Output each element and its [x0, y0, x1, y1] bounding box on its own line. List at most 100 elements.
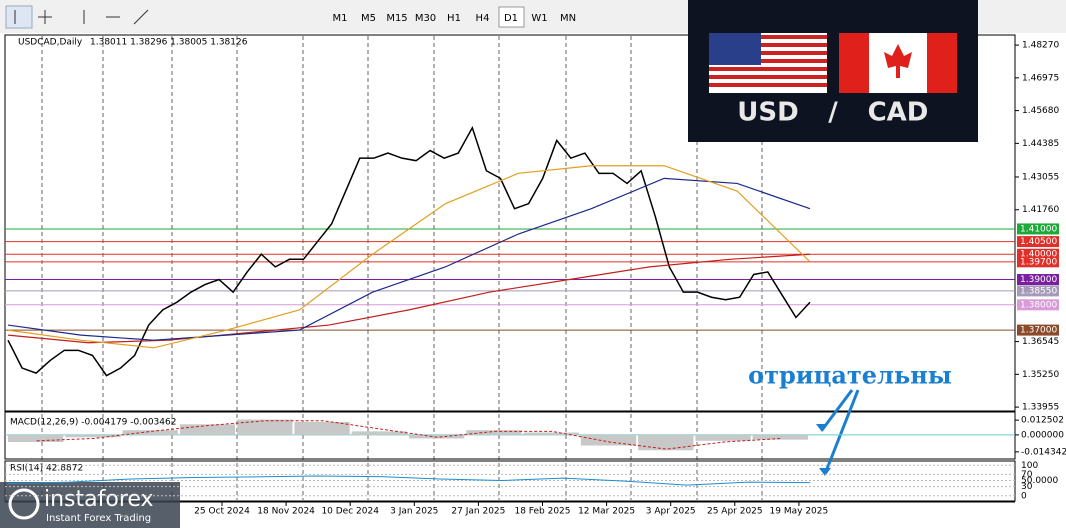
y-tick-label: 1.35250	[1022, 370, 1059, 380]
ca-bar	[927, 33, 957, 93]
macd-bar	[580, 434, 637, 446]
moving-average	[7, 177, 811, 341]
rsi-tick-label: 30	[1021, 482, 1033, 492]
level-label: 1.41000	[1020, 224, 1057, 234]
y-tick-label: 1.43055	[1022, 172, 1059, 182]
level-box	[1017, 223, 1059, 235]
level-box	[1017, 285, 1059, 297]
badge-text: CAD	[868, 98, 929, 128]
rsi-tick-label: 0	[1021, 491, 1027, 501]
level-box	[1017, 274, 1059, 286]
macd-tick-label: 0.000000	[1021, 430, 1064, 440]
timeframe-label: M15	[386, 13, 407, 24]
level-box	[1017, 248, 1059, 260]
annotation-arrows	[820, 389, 860, 475]
macd-bar	[752, 434, 808, 440]
timeframe-label: M30	[415, 13, 436, 24]
timeframe-label: MN	[560, 13, 576, 24]
annotation: отрицательны	[748, 361, 952, 390]
y-tick-label: 1.45680	[1022, 106, 1059, 116]
timeframe-label: M1	[333, 13, 348, 24]
timeframe-button[interactable]	[498, 6, 525, 28]
level-label: 1.38550	[1020, 286, 1057, 296]
timeframe-button[interactable]	[527, 7, 553, 27]
x-tick-label: 27 Jan 2025	[451, 507, 505, 517]
x-tick-label: 25 Oct 2024	[194, 507, 250, 517]
macd-bar	[638, 434, 694, 451]
quote: 1.38011 1.38296 1.38005 1.38126	[90, 38, 248, 48]
chart-title: USDCAD,Daily	[18, 38, 83, 48]
level-label: 1.39000	[1020, 275, 1057, 285]
macd-bar	[179, 424, 236, 435]
timeframe-button[interactable]	[442, 7, 467, 27]
macd-tick-label: 0.012502	[1021, 416, 1064, 426]
macd-bar	[122, 430, 178, 435]
timeframe-label: H1	[447, 13, 461, 24]
timeframe-button[interactable]	[556, 7, 581, 27]
timeframe-label: W1	[531, 13, 547, 24]
macd-bar	[294, 421, 350, 435]
logo: instaforex	[44, 487, 154, 512]
level-label: 1.40000	[1020, 250, 1057, 260]
y-tick-label: 1.46975	[1022, 73, 1059, 83]
level-box	[1017, 236, 1059, 248]
x-tick-label: 19 May 2025	[770, 507, 829, 517]
timeframe-button[interactable]	[470, 7, 496, 27]
timeframe-button[interactable]	[328, 7, 353, 27]
ca-bar	[839, 33, 869, 93]
y-tick-label: 1.41760	[1022, 205, 1059, 215]
timeframe-label: D1	[504, 13, 518, 24]
macd-bar	[8, 434, 64, 442]
cursor-button[interactable]	[5, 5, 33, 29]
timeframe-button[interactable]	[385, 7, 410, 27]
moving-average	[7, 253, 811, 344]
y-tick-label: 1.48270	[1022, 41, 1059, 51]
level-label: 1.39700	[1020, 257, 1057, 267]
x-tick-label: 25 Apr 2025	[707, 507, 763, 517]
currency-badge: USD / CAD	[688, 0, 978, 142]
badge-text: /	[828, 98, 838, 128]
us-canton	[709, 33, 761, 65]
level-box	[1017, 256, 1059, 268]
macd-bar	[237, 419, 293, 435]
x-tick-label: 10 Dec 2024	[321, 507, 379, 517]
level-label: 1.40500	[1020, 237, 1057, 247]
timeframe-button[interactable]	[356, 7, 382, 27]
rsi-tick-label: 50.0000	[1021, 476, 1058, 486]
y-tick-label: 1.33955	[1022, 403, 1059, 413]
logo-icon	[8, 488, 40, 520]
macd-title: MACD(12,26,9) -0.004179 -0.003462	[10, 418, 176, 428]
rsi-tick-label: 70	[1021, 470, 1033, 480]
level-box	[1017, 324, 1059, 336]
y-tick-label: 1.36545	[1022, 337, 1059, 347]
x-tick-label: 3 Apr 2025	[646, 507, 696, 517]
maple-leaf	[884, 44, 912, 78]
price-line	[7, 125, 811, 377]
level-label: 1.38000	[1020, 300, 1057, 310]
macd-bar	[351, 431, 407, 435]
badge-text: USD	[737, 98, 798, 128]
rsi-line	[7, 475, 811, 486]
drawing-tools	[5, 5, 149, 29]
x-tick-label: 18 Feb 2025	[514, 507, 570, 517]
macd-bar	[695, 434, 751, 441]
x-tick-label: 18 Nov 2024	[257, 507, 315, 517]
timeframe-button[interactable]	[413, 7, 439, 27]
y-tick-label: 1.44385	[1022, 139, 1059, 149]
level-label: 1.37000	[1020, 326, 1057, 336]
timeframe-label: M5	[361, 13, 376, 24]
tool-icons	[14, 9, 149, 25]
macd-tick-label: -0.014342	[1021, 447, 1066, 457]
rsi-title: RSI(14) 42.8872	[10, 464, 83, 474]
logo-bg	[0, 482, 180, 528]
x-tick-label: 12 Mar 2025	[578, 507, 635, 517]
timeframe-label: H4	[476, 13, 490, 24]
macd-bar	[65, 434, 121, 438]
logo-sub: Instant Forex Trading	[46, 513, 151, 524]
x-tick-label: 3 Jan 2025	[390, 507, 438, 517]
level-box	[1017, 299, 1059, 311]
macd-bar	[466, 430, 522, 435]
rsi-tick-label: 100	[1021, 461, 1038, 471]
